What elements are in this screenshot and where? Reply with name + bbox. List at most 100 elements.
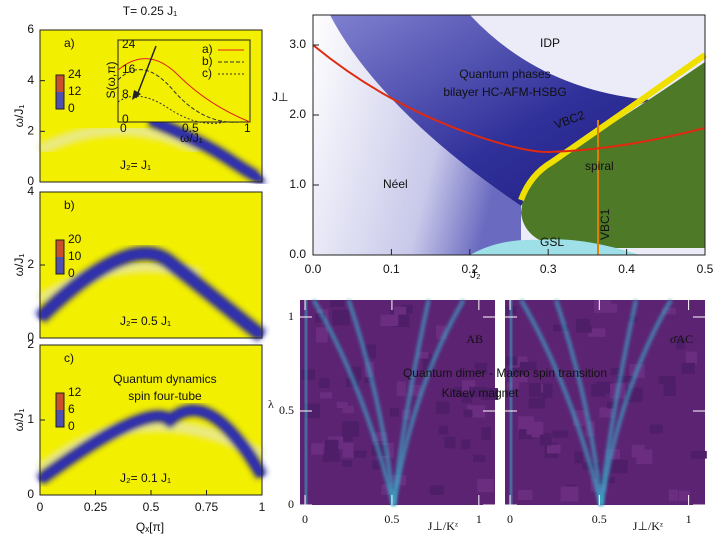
cell [518, 490, 533, 501]
note: J₂= 0.5 J₁ [120, 314, 171, 328]
band-halo [37, 124, 203, 156]
cell [351, 366, 362, 380]
inset-x-tick: 0 [120, 121, 127, 135]
arrow-head [132, 90, 141, 100]
panel-label: σ̄AC [670, 332, 693, 346]
colorbar-label: 0 [68, 266, 75, 280]
cell [409, 384, 422, 397]
x-tick-label: 0 [37, 500, 44, 514]
cell [301, 369, 316, 380]
streak [599, 299, 638, 506]
colorbar-top [56, 240, 64, 257]
y-tick-label: 4 [27, 73, 34, 87]
neel-region [313, 15, 521, 255]
x-axis-label: J⊥/Kᶻ [428, 519, 459, 533]
colorbar-label: 12 [68, 385, 82, 399]
x-tick-label: 0.25 [84, 500, 108, 514]
cell [463, 409, 473, 418]
y-tick-label: 4 [27, 184, 34, 198]
x-axis-label: Qₓ[π] [136, 520, 164, 534]
streak [391, 299, 431, 506]
cell [315, 327, 328, 343]
colorbar-bottom [56, 257, 64, 274]
cell [481, 427, 491, 440]
cell [528, 397, 545, 409]
y-axis-label: ω/J₁ [12, 254, 26, 277]
inset-x-tick: 0.5 [182, 121, 199, 135]
cell [519, 361, 537, 371]
y-tick-label: 0 [288, 497, 294, 511]
cell [681, 362, 695, 374]
panel-tag: c) [64, 351, 74, 365]
x-tick-label: 0.5 [697, 262, 714, 276]
cell [422, 354, 433, 371]
cell [319, 378, 330, 389]
y-tick-label: 0 [27, 487, 34, 501]
x-tick-label: 0.75 [195, 500, 219, 514]
cell [574, 451, 583, 464]
panel-tag: b) [64, 198, 75, 212]
inset-y-label: S(ω,π) [104, 62, 118, 99]
blue-region [330, 15, 650, 206]
band-core [38, 407, 265, 483]
region-label: Néel [383, 177, 408, 191]
caption: spin four-tube [128, 389, 202, 403]
cell [330, 300, 345, 308]
cell [609, 459, 628, 474]
x-tick-label: 1 [259, 500, 266, 514]
cell [668, 489, 678, 501]
cell [392, 315, 410, 328]
colorbar-bottom [56, 92, 64, 109]
x-tick-label: 0 [302, 512, 308, 526]
cell [553, 324, 569, 332]
note: J₂= J₁ [120, 158, 151, 172]
cell [509, 367, 526, 380]
y-axis-label: ω/J₁ [12, 409, 26, 432]
caption: bilayer HC-AFM-HSBG [443, 85, 566, 99]
cell [429, 485, 444, 495]
colorbar-frame [55, 239, 65, 275]
inset-y-tick: 24 [122, 37, 136, 51]
inset-y-tick: 0 [122, 112, 129, 126]
cell [401, 304, 413, 315]
inset-x-label: ω/J₁ [180, 131, 203, 145]
y-tick-label: 1 [288, 309, 294, 323]
cell [649, 424, 663, 434]
cell [607, 303, 618, 313]
cell [474, 362, 488, 374]
colorbar-label: 12 [68, 84, 82, 98]
streak [519, 298, 603, 506]
y-tick-label: 0 [27, 330, 34, 344]
y-axis-label: ω/J₁ [12, 105, 26, 128]
curve-a [117, 58, 251, 123]
cell [552, 430, 569, 438]
cell [372, 432, 388, 442]
cell [593, 300, 612, 313]
y-tick-label: 2 [27, 257, 34, 271]
colorbar-frame [55, 392, 65, 428]
colorbar-top [56, 75, 64, 92]
region-label: spiral [585, 159, 614, 173]
cell [477, 478, 494, 493]
streak [346, 299, 396, 506]
cell [365, 344, 377, 359]
cell [352, 450, 367, 458]
cell [396, 381, 406, 397]
cell [438, 425, 449, 435]
y-axis-label: λ [268, 397, 274, 411]
cell [381, 484, 392, 495]
y-tick-label: 1.0 [289, 177, 306, 191]
note: J₂= 0.1 J₁ [120, 471, 171, 485]
cell [416, 351, 429, 359]
caption: Quantum phases [459, 67, 550, 81]
cell [662, 307, 676, 315]
cell [685, 351, 697, 365]
x-tick-label: 0.1 [383, 262, 400, 276]
cell [394, 306, 407, 315]
cell [444, 436, 456, 449]
cell [539, 432, 552, 446]
cell [588, 328, 606, 337]
cell [631, 444, 645, 458]
cell [616, 375, 634, 383]
streak [554, 299, 603, 506]
